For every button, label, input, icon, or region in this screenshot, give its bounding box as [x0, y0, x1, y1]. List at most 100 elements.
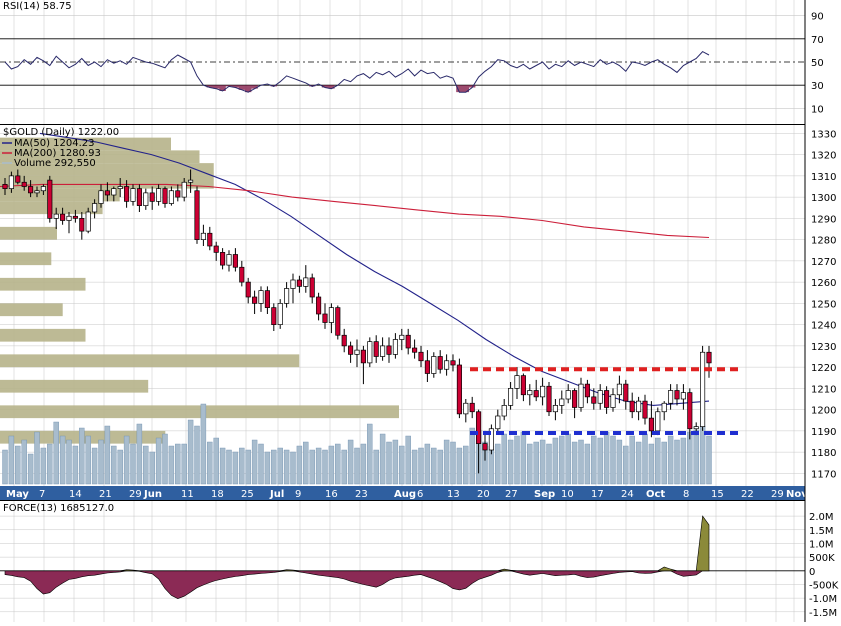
candle-up [463, 402, 469, 415]
volume-bar [469, 427, 475, 485]
candle-up [284, 288, 290, 304]
volume-bar [559, 435, 565, 485]
rsi-tick-label: 10 [811, 104, 824, 115]
candle-up [565, 390, 571, 400]
volume-bar [143, 445, 149, 485]
volume-bar [303, 441, 309, 485]
force-tick-label: 0 [809, 567, 815, 578]
candle-up [616, 383, 622, 396]
volume-bar [578, 439, 584, 485]
volume-bar [437, 449, 443, 485]
force-tick-label: 1.5M [809, 526, 834, 537]
date-axis-label: 6 [417, 489, 423, 500]
candle-down [418, 351, 424, 362]
candle-down [322, 313, 328, 323]
candle-down [232, 254, 238, 268]
rsi-tick-label: 50 [811, 58, 824, 69]
candle-down [572, 390, 578, 408]
volume-bar [175, 443, 181, 485]
candle-up [693, 426, 699, 430]
candles-layer [2, 169, 712, 474]
volume-bar [539, 439, 546, 485]
date-axis-label: Jul [269, 489, 284, 500]
price-tick-label: 1210 [811, 384, 836, 395]
candle-down [520, 375, 526, 396]
volume-bar [616, 439, 623, 485]
volume-bar [655, 437, 661, 485]
candle-down [424, 360, 430, 374]
volume-by-price-bar [0, 175, 214, 189]
volume-bar [431, 447, 437, 485]
date-axis-label: May [6, 489, 29, 500]
candle-up [597, 390, 603, 404]
volume-bar [680, 437, 687, 485]
date-axis-label: 22 [741, 489, 754, 500]
legend-label: MA(200) 1280.93 [14, 148, 101, 159]
date-axis-label: 10 [561, 489, 574, 500]
candle-up [488, 428, 494, 451]
volume-by-price-bar [0, 354, 300, 368]
volume-bar [379, 433, 386, 485]
rsi-tick-label: 90 [811, 12, 824, 23]
candle-up [431, 356, 437, 374]
date-axis-label: 25 [241, 489, 254, 500]
candle-down [642, 400, 648, 419]
support-resistance-layer [470, 367, 738, 435]
volume-bar [648, 443, 655, 485]
price-tick-label: 1220 [811, 363, 836, 374]
candle-down [15, 175, 21, 183]
rsi-layer [4, 50, 710, 93]
volume-bar [27, 453, 34, 485]
legend-label: MA(50) 1204.23 [14, 138, 95, 149]
volume-bar [213, 437, 219, 485]
volume-bar [79, 427, 85, 485]
candle-up [34, 190, 40, 194]
candle-up [290, 279, 296, 289]
date-axis-label: 29 [771, 489, 784, 500]
volume-bar [2, 449, 8, 485]
price-tick-label: 1240 [811, 321, 836, 332]
volume-bar [53, 421, 59, 485]
price-tick-label: 1330 [811, 129, 836, 140]
candle-up [501, 405, 507, 417]
rsi-tick-label: 30 [811, 81, 824, 92]
volume-bar [226, 449, 232, 485]
volume-bar [623, 445, 629, 485]
rsi-oversold-fill [206, 85, 476, 93]
rsi-label: RSI(14) 58.75 [3, 1, 72, 12]
candle-down [348, 345, 354, 355]
volume-bar [642, 433, 648, 485]
volume-bar [463, 445, 469, 485]
candle-up [668, 390, 674, 404]
candle-up [514, 375, 520, 389]
candle-down [648, 417, 654, 432]
volume-bar [392, 439, 399, 485]
volume-bar [130, 443, 136, 485]
volume-bar [34, 431, 40, 485]
candle-up [610, 394, 616, 408]
date-axis-label: 16 [325, 489, 338, 500]
candle-up [700, 351, 706, 427]
date-axis-label: 27 [505, 489, 518, 500]
volume-bar [443, 439, 450, 485]
candle-down [271, 307, 277, 325]
date-axis-label: Nov [786, 489, 808, 500]
volume-bar [72, 445, 79, 485]
date-axis-label: 18 [211, 489, 224, 500]
volume-bar [706, 435, 712, 485]
date-axis-label: 9 [295, 489, 301, 500]
ma50-line [39, 132, 710, 406]
volume-bar [21, 439, 27, 485]
price-tick-label: 1250 [811, 299, 836, 310]
force-tick-label: 500K [809, 553, 835, 564]
candle-up [53, 213, 59, 219]
date-axis-label: 11 [181, 489, 194, 500]
candle-up [168, 190, 174, 204]
volume-by-price-bar [0, 303, 63, 317]
volume-by-price-bar [0, 379, 149, 393]
volume-bar [347, 439, 354, 485]
candle-down [412, 347, 418, 353]
date-axis-label: 17 [591, 489, 604, 500]
candle-up [578, 383, 584, 408]
